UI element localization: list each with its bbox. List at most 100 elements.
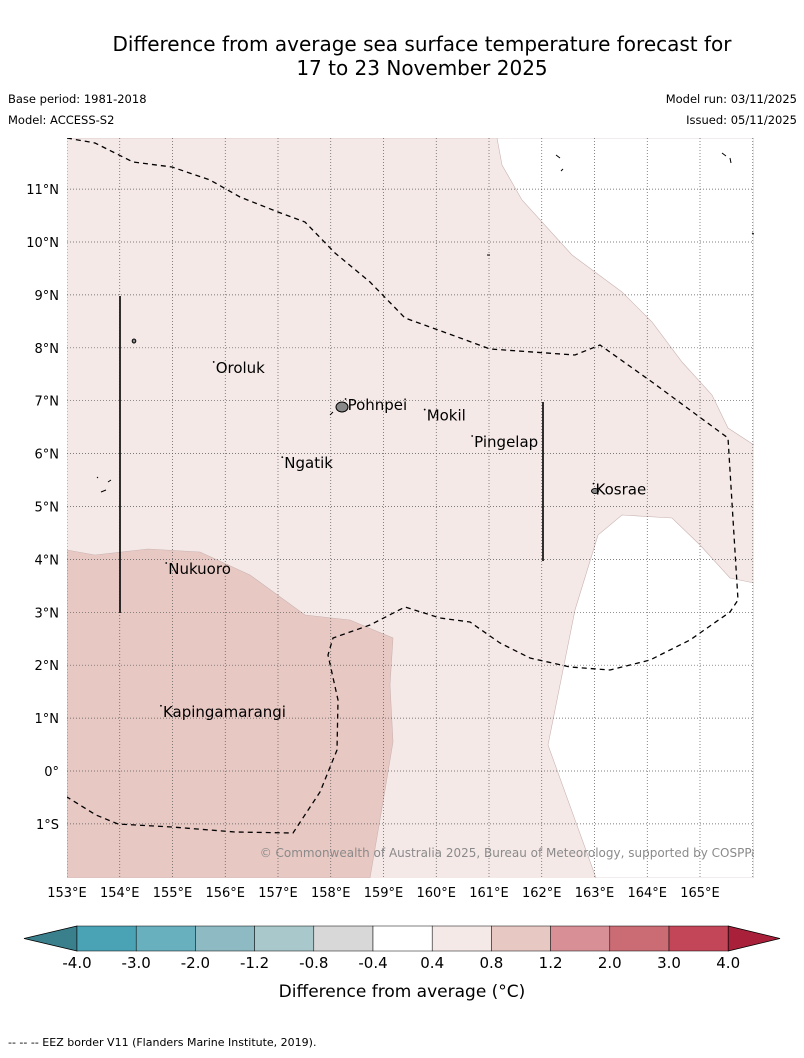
colorbar-tick-label: -4.0 (62, 954, 91, 972)
place-mokil: Mokil (423, 407, 466, 425)
latitude-label: 4°N (35, 553, 60, 568)
islet (329, 411, 334, 416)
longitude-label: 158°E (311, 886, 351, 901)
latitude-label: 2°N (35, 659, 60, 674)
colorbar-tick-label: 4.0 (716, 954, 740, 972)
place-marker (281, 456, 284, 459)
anomaly-region-near-zero-south (547, 514, 754, 878)
islands (96, 152, 754, 494)
longitude-label: 154°E (100, 886, 140, 901)
colorbar-tick-label: 0.8 (479, 954, 503, 972)
longitude-label: 153°E (47, 886, 87, 901)
place-marker (423, 408, 426, 411)
eez-border (67, 138, 739, 834)
colorbar-segment (668, 925, 729, 952)
colorbar-tick-label: -2.0 (181, 954, 210, 972)
place-label: Kapingamarangi (163, 703, 286, 721)
longitude-label: 165°E (680, 886, 720, 901)
title-line-1: Difference from average sea surface temp… (112, 32, 732, 56)
islet (487, 152, 754, 256)
colorbar-segment (609, 925, 670, 952)
map-title: Difference from average sea surface temp… (40, 32, 804, 80)
base-period: Base period: 1981-2018 (8, 92, 147, 106)
anomaly-region-near-zero-north (67, 138, 754, 446)
place-label: Oroluk (216, 359, 265, 377)
place-label: Mokil (427, 407, 466, 425)
graticule (67, 138, 754, 878)
latitude-label: 1°S (36, 818, 59, 833)
colorbar-segment (195, 925, 255, 952)
latitude-label: 8°N (35, 342, 60, 357)
colorbar-title: Difference from average (°C) (279, 982, 526, 1002)
model-name: Model: ACCESS-S2 (8, 113, 115, 127)
colorbar-tick-label: 3.0 (657, 954, 681, 972)
colorbar-tick-label: 2.0 (598, 954, 622, 972)
place-marker (160, 704, 162, 707)
colorbar-segment (254, 925, 315, 952)
pohnpei-island (335, 401, 349, 413)
eez-footnote: -- -- -- EEZ border V11 (Flanders Marine… (8, 1036, 317, 1049)
longitude-label: 162°E (522, 886, 562, 901)
place-kapingamarangi: Kapingamarangi (160, 703, 286, 721)
model-run: Model run: 03/11/2025 (665, 92, 797, 106)
anomaly-band-0-8-to-1-2 (67, 548, 394, 878)
colorbar-tick-label: -3.0 (122, 954, 151, 972)
place-pingelap: Pingelap (471, 433, 538, 451)
copyright-notice: © Commonwealth of Australia 2025, Bureau… (260, 846, 765, 860)
latitude-label: 5°N (35, 501, 60, 516)
title-line-2: 17 to 23 November 2025 (296, 56, 548, 80)
longitude-label: 159°E (364, 886, 404, 901)
colorbar-segment (431, 925, 492, 952)
colorbar-segment (313, 925, 374, 952)
place-marker (471, 435, 474, 437)
colorbar-high-extend (727, 925, 781, 952)
place-marker (165, 562, 168, 564)
longitude-label: 157°E (258, 886, 298, 901)
islet (96, 476, 112, 493)
place-kosrae: Kosrae (592, 481, 647, 499)
latitude-label: 9°N (35, 289, 60, 304)
place-oroluk: Oroluk (212, 359, 265, 377)
place-ngatik: Ngatik (281, 454, 333, 472)
kosrae-island (591, 488, 599, 494)
latitude-label: 3°N (35, 606, 60, 621)
latitude-labels: 11°N 10°N 9°N 8°N 7°N 6°N 5°N 4°N 3°N 2°N 1°N 0° 1°S (26, 183, 59, 833)
place-pohnpei: Pohnpei (344, 396, 408, 414)
place-label: Pohnpei (348, 396, 408, 414)
colorbar-tick-label: -1.2 (240, 954, 269, 972)
colorbar: -4.0 -3.0 -2.0 -1.2 -0.8 -0.4 0.4 0.8 1.2 2.0 3.0 4… (23, 925, 781, 972)
latitude-label: 1°N (35, 712, 60, 727)
colorbar-segment (135, 925, 196, 952)
latitude-label: 0° (44, 765, 59, 780)
longitude-label: 160°E (416, 886, 456, 901)
colorbar-segment (550, 925, 611, 952)
latitude-label: 6°N (35, 448, 60, 463)
colorbar-tick-label: -0.4 (358, 954, 387, 972)
longitude-labels: 153°E 154°E 155°E 156°E 157°E 158°E 159°E 160°E… (47, 886, 720, 901)
latitude-label: 10°N (26, 236, 59, 251)
map-area: Oroluk Pohnpei Mokil Pingelap Ngatik Kosrae Nu… (67, 138, 765, 878)
place-label: Nukuoro (168, 560, 231, 578)
place-label: Ngatik (284, 454, 333, 472)
issued-date: Issued: 05/11/2025 (686, 113, 797, 127)
longitude-label: 164°E (627, 886, 667, 901)
place-labels: Oroluk Pohnpei Mokil Pingelap Ngatik Kosrae Nu… (160, 359, 646, 721)
sst-anomaly-map: Oroluk Pohnpei Mokil Pingelap Ngatik Kosrae Nu… (23, 138, 781, 1002)
colorbar-low-extend (23, 925, 78, 952)
place-label: Kosrae (596, 481, 647, 499)
longitude-label: 156°E (205, 886, 245, 901)
colorbar-segment (491, 925, 551, 952)
colorbar-tick-label: 0.4 (420, 954, 444, 972)
colorbar-tick-label: -0.8 (299, 954, 328, 972)
place-marker (592, 482, 595, 485)
place-nukuoro: Nukuoro (165, 560, 231, 578)
longitude-label: 161°E (469, 886, 509, 901)
islet (131, 338, 137, 344)
colorbar-segment (372, 925, 433, 952)
place-marker (344, 398, 347, 400)
latitude-label: 11°N (26, 183, 59, 198)
longitude-label: 163°E (575, 886, 615, 901)
latitude-label: 7°N (35, 395, 60, 410)
colorbar-segment (76, 925, 137, 952)
colorbar-tick-label: 1.2 (539, 954, 563, 972)
